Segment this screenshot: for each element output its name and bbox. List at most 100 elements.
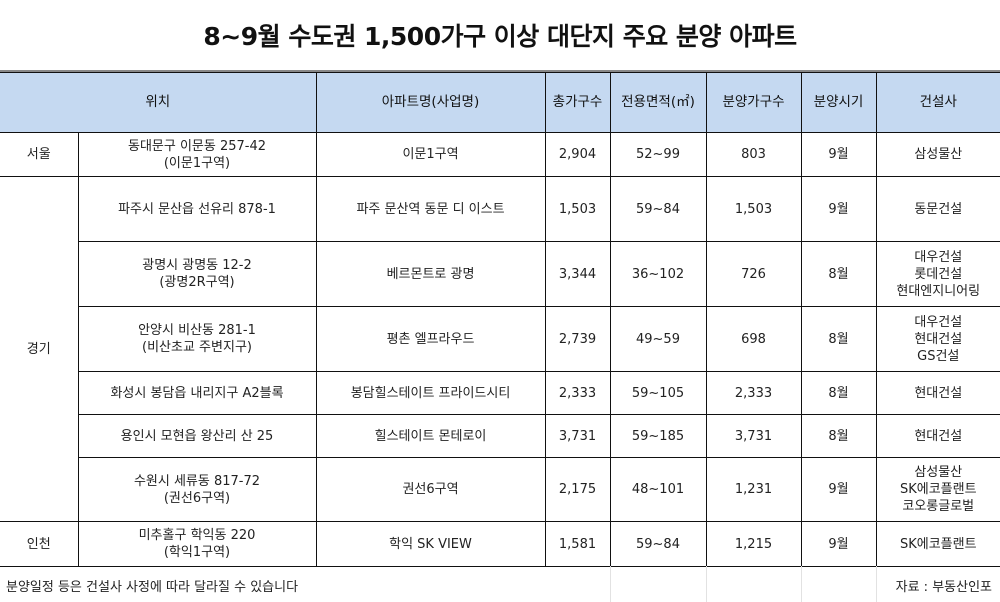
- address-cell: 수원시 세류동 817-72 (권선6구역): [77, 457, 317, 522]
- total-units: 2,175: [544, 457, 611, 522]
- address-cell: 안양시 비산동 281-1 (비산초교 주변지구): [77, 306, 317, 372]
- header-apartment: 아파트명(사업명): [315, 72, 546, 133]
- builder: 현대엔지니어링: [896, 283, 981, 299]
- address: 화성시 봉담읍 내리지구 A2블록: [110, 385, 284, 401]
- table-row: 수원시 세류동 817-72 (권선6구역) 권선6구역 2,175 48~101…: [0, 457, 1000, 522]
- footer: 분양일정 등은 건설사 사정에 따라 달라질 수 있습니다 자료 : 부동산인포: [0, 566, 1000, 602]
- builders: 대우건설 롯데건설 현대엔지니어링: [875, 241, 1000, 307]
- area: 52~99: [609, 132, 707, 177]
- sale-units: 3,731: [705, 414, 802, 458]
- sale-month: 9월: [800, 457, 877, 522]
- district: (비산초교 주변지구): [142, 340, 252, 355]
- table-row: 경기 파주시 문산읍 선유리 878-1 파주 문산역 동문 디 이스트 1,5…: [0, 176, 1000, 522]
- total-units: 2,333: [544, 371, 611, 415]
- area: 59~105: [609, 371, 707, 415]
- total-units: 2,739: [544, 306, 611, 372]
- district: (권선6구역): [163, 490, 231, 506]
- apartment-table: 위치 아파트명(사업명) 총가구수 전용면적(㎡) 분양가구수 분양시기 건설사…: [0, 72, 1000, 567]
- builder: 코오롱글로벌: [902, 499, 975, 514]
- sale-units: 726: [705, 241, 802, 307]
- builder: 현대건설: [914, 331, 963, 347]
- address: 안양시 비산동 281-1: [138, 323, 256, 338]
- address: 용인시 모현읍 왕산리 산 25: [120, 428, 274, 444]
- builder: 삼성물산: [914, 147, 963, 162]
- apartment-name: 베르몬트로 광명: [315, 241, 546, 307]
- grid-divider: [876, 566, 877, 602]
- address: 파주시 문산읍 선유리 878-1: [118, 201, 276, 217]
- builders: 삼성물산: [875, 132, 1000, 177]
- sale-units: 1,215: [705, 521, 802, 567]
- sale-month: 8월: [800, 306, 877, 372]
- header-row: 위치 아파트명(사업명) 총가구수 전용면적(㎡) 분양가구수 분양시기 건설사: [0, 72, 1000, 133]
- sale-month: 8월: [800, 371, 877, 415]
- builder: 현대건설: [914, 385, 963, 401]
- builders: 현대건설: [875, 414, 1000, 458]
- sale-month: 9월: [800, 521, 877, 567]
- header-location: 위치: [0, 72, 317, 133]
- apartment-name: 권선6구역: [315, 457, 546, 522]
- address: 수원시 세류동 817-72: [133, 473, 261, 489]
- footnote: 분양일정 등은 건설사 사정에 따라 달라질 수 있습니다: [6, 580, 299, 595]
- source-credit: 자료 : 부동산인포: [895, 580, 992, 595]
- total-units: 3,344: [544, 241, 611, 307]
- builder: 대우건설: [914, 249, 963, 265]
- apartment-name: 평촌 엘프라우드: [315, 306, 546, 372]
- builder: 동문건설: [914, 201, 963, 217]
- builders: 현대건설: [875, 371, 1000, 415]
- sale-units: 803: [705, 132, 802, 177]
- address-cell: 동대문구 이문동 257-42 (이문1구역): [77, 132, 317, 177]
- total-units: 1,581: [544, 521, 611, 567]
- header-area: 전용면적(㎡): [609, 72, 707, 133]
- apartment-name: 봉담힐스테이트 프라이드시티: [315, 371, 546, 415]
- builders: 동문건설: [875, 176, 1000, 242]
- apartment-name: 학익 SK VIEW: [315, 521, 546, 567]
- page-title: 8~9월 수도권 1,500가구 이상 대단지 주요 분양 아파트: [0, 0, 1000, 72]
- apartment-name: 이문1구역: [315, 132, 546, 177]
- region-seoul: 서울: [0, 132, 79, 177]
- builder: GS건설: [917, 348, 960, 364]
- sale-month: 8월: [800, 241, 877, 307]
- address-cell: 미추홀구 학익동 220 (학익1구역): [77, 521, 317, 567]
- table-row: 광명시 광명동 12-2 (광명2R구역) 베르몬트로 광명 3,344 36~1…: [0, 241, 1000, 307]
- area: 59~84: [609, 521, 707, 567]
- sale-units: 1,231: [705, 457, 802, 522]
- address-cell: 광명시 광명동 12-2 (광명2R구역): [77, 241, 317, 307]
- builder: 삼성물산: [914, 465, 963, 480]
- region-gyeonggi: 경기: [0, 176, 79, 522]
- area: 59~84: [609, 176, 707, 242]
- apartment-name: 힐스테이트 몬테로이: [315, 414, 546, 458]
- district: (학익1구역): [163, 545, 231, 560]
- area: 59~185: [609, 414, 707, 458]
- table-row: 안양시 비산동 281-1 (비산초교 주변지구) 평촌 엘프라우드 2,739 …: [0, 306, 1000, 372]
- builder: 현대건설: [914, 428, 963, 444]
- sale-units: 2,333: [705, 371, 802, 415]
- table-row: 용인시 모현읍 왕산리 산 25 힐스테이트 몬테로이 3,731 59~185…: [0, 414, 1000, 458]
- address-cell: 화성시 봉담읍 내리지구 A2블록: [77, 371, 317, 415]
- address: 동대문구 이문동 257-42: [127, 138, 267, 154]
- address-cell: 파주시 문산읍 선유리 878-1: [77, 176, 317, 242]
- table-row: 서울 동대문구 이문동 257-42 (이문1구역) 이문1구역 2,904 52…: [0, 132, 1000, 177]
- header-builder: 건설사: [875, 72, 1000, 133]
- builders: SK에코플랜트: [875, 521, 1000, 567]
- grid-divider: [801, 566, 802, 602]
- grid-divider: [610, 566, 611, 602]
- table-row: 인천 미추홀구 학익동 220 (학익1구역) 학익 SK VIEW 1,581 …: [0, 521, 1000, 567]
- area: 49~59: [609, 306, 707, 372]
- sale-month: 9월: [800, 132, 877, 177]
- area: 48~101: [609, 457, 707, 522]
- total-units: 1,503: [544, 176, 611, 242]
- address: 광명시 광명동 12-2: [142, 258, 252, 273]
- apartment-name: 파주 문산역 동문 디 이스트: [315, 176, 546, 242]
- region-incheon: 인천: [0, 521, 79, 567]
- district: (이문1구역): [163, 155, 231, 171]
- sale-units: 698: [705, 306, 802, 372]
- header-sale-month: 분양시기: [800, 72, 877, 133]
- total-units: 2,904: [544, 132, 611, 177]
- sale-units: 1,503: [705, 176, 802, 242]
- total-units: 3,731: [544, 414, 611, 458]
- district: (광명2R구역): [159, 275, 235, 290]
- sale-month: 9월: [800, 176, 877, 242]
- builders: 삼성물산 SK에코플랜트 코오롱글로벌: [875, 457, 1000, 522]
- header-total-units: 총가구수: [544, 72, 611, 133]
- table-row: 화성시 봉담읍 내리지구 A2블록 봉담힐스테이트 프라이드시티 2,333 5…: [0, 371, 1000, 415]
